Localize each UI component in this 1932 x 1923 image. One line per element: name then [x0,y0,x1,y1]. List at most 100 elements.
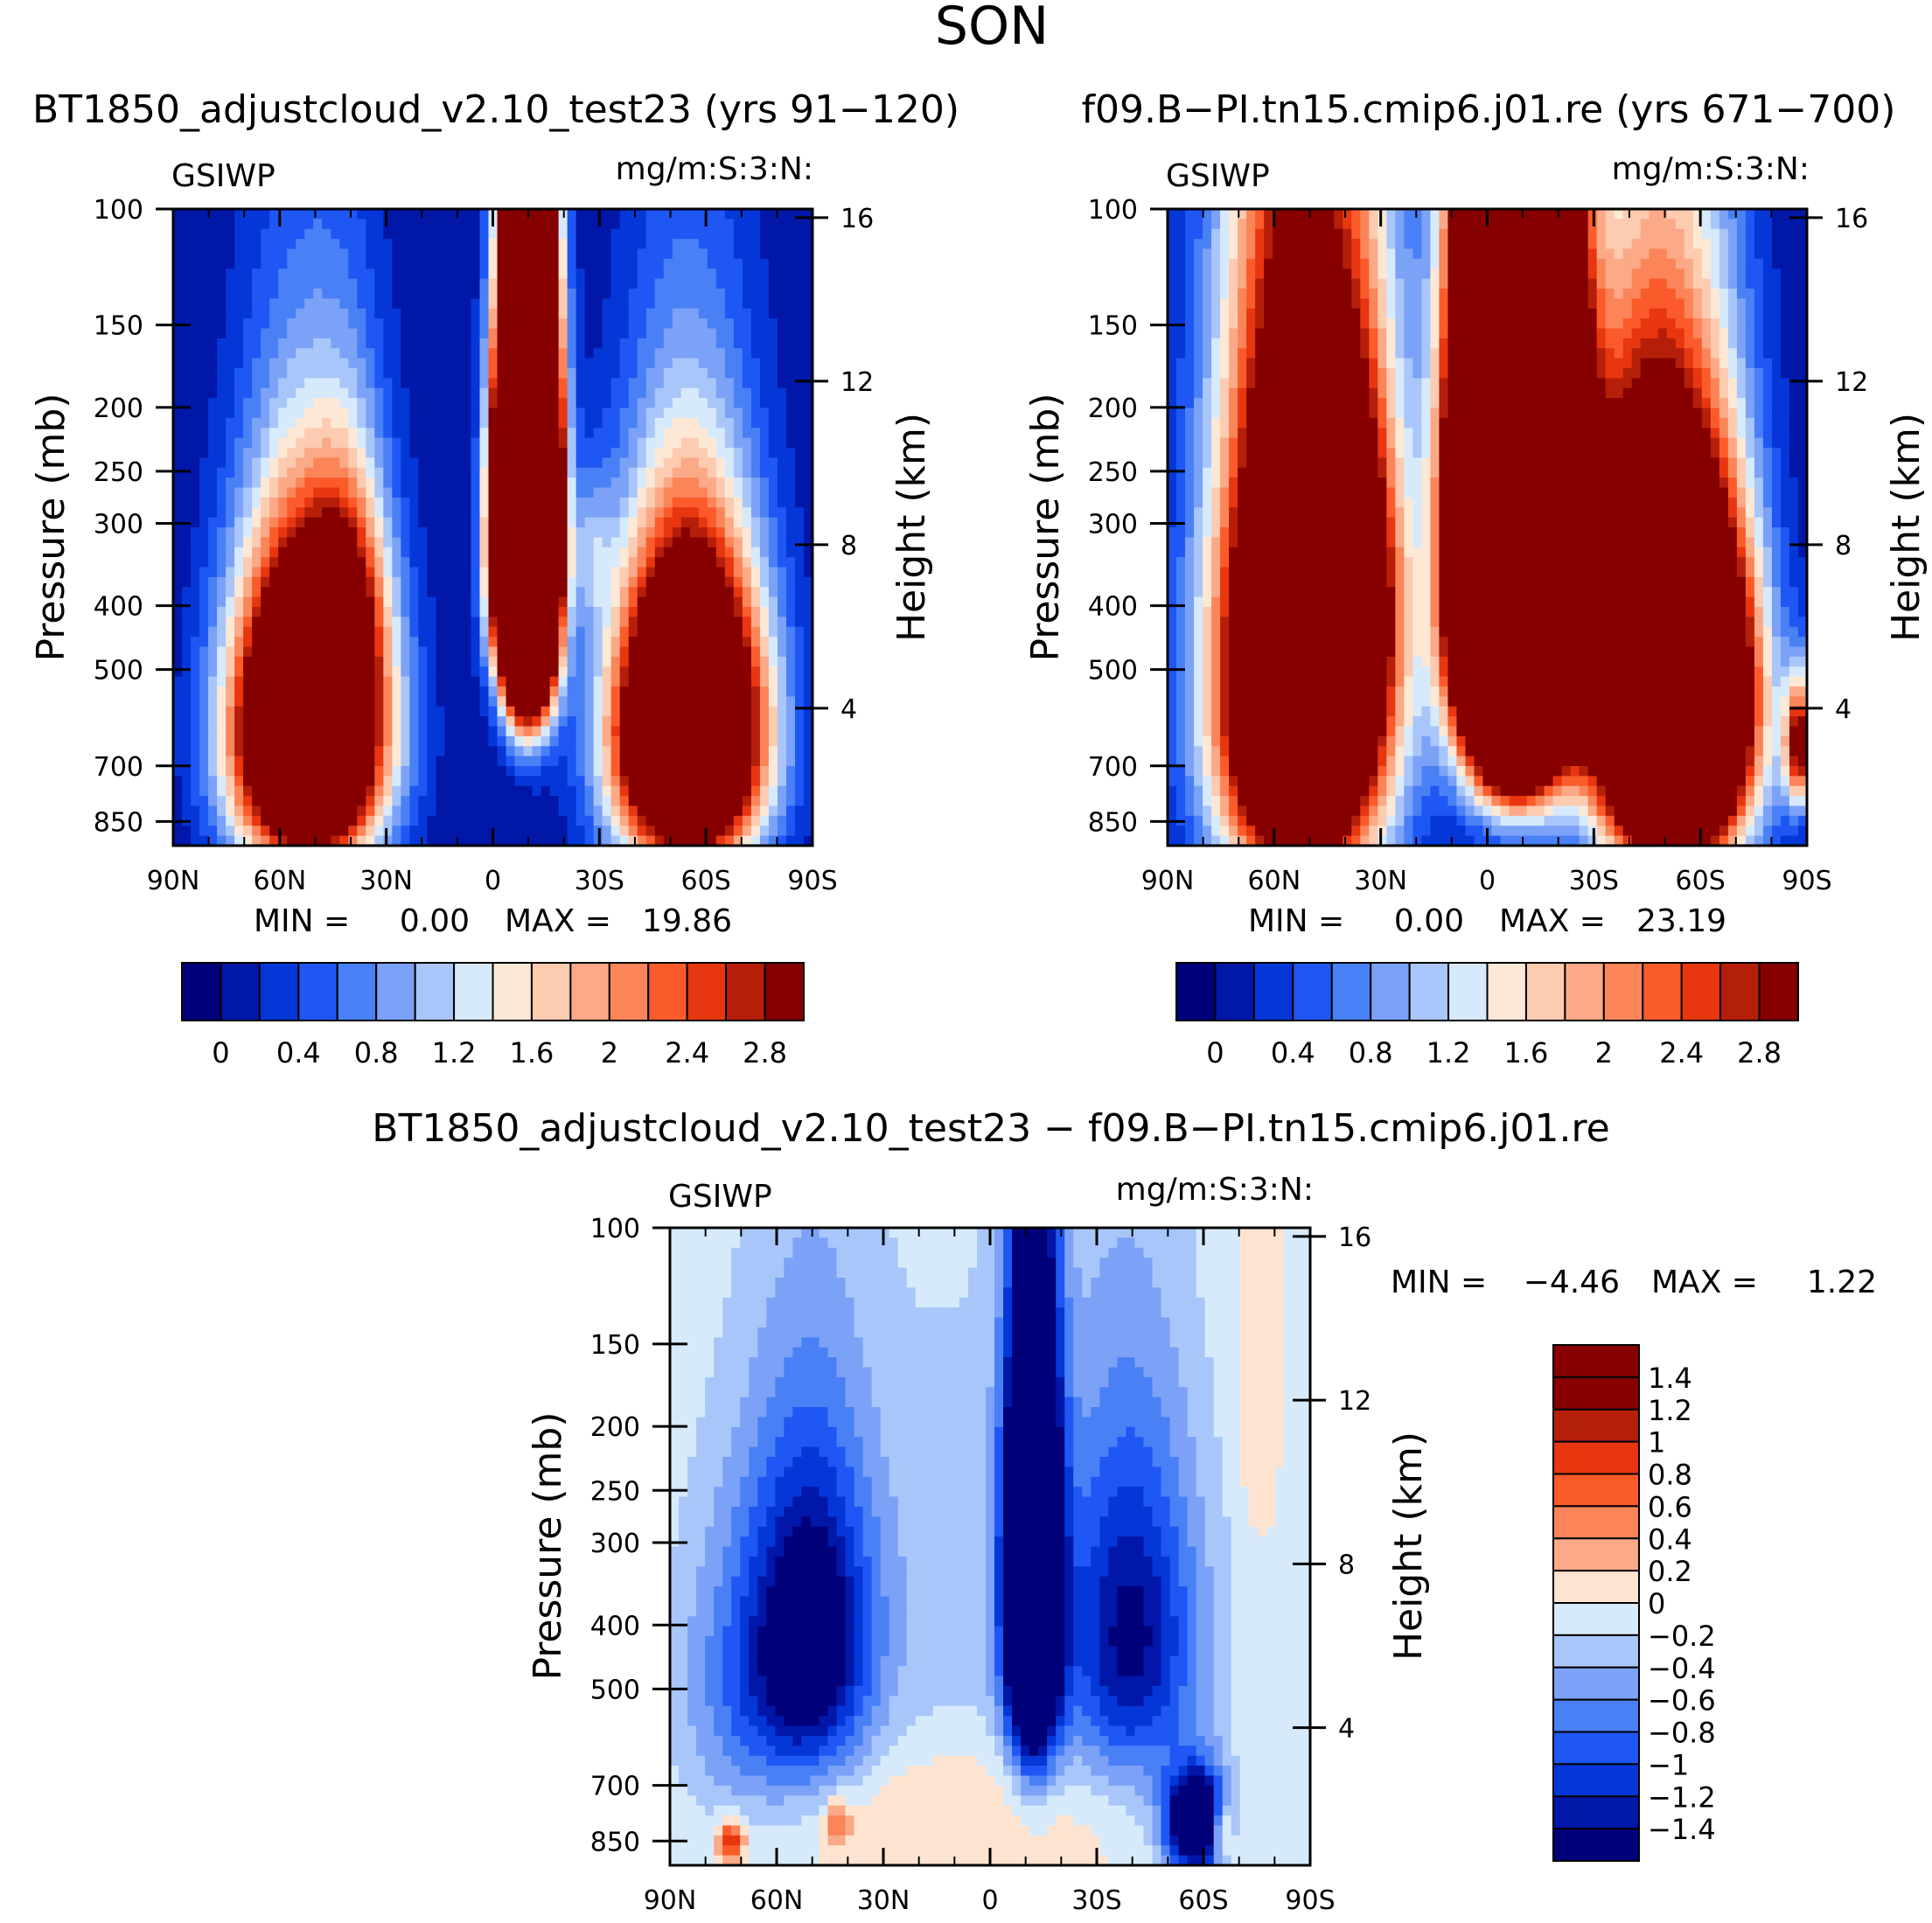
panel-test-max-value: 19.86 [642,903,732,939]
heatmap-cell [768,378,778,389]
heatmap-cell [208,637,218,648]
heatmap-cell [541,298,551,310]
heatmap-cell [453,348,464,359]
heatmap-cell [383,358,393,369]
heatmap-cell [777,706,787,717]
heatmap-cell [462,835,472,847]
heatmap-cell [663,497,673,508]
heatmap-cell [199,248,209,260]
heatmap-cell [742,408,752,419]
heatmap-cell [208,289,218,299]
heatmap-cell [453,637,464,648]
heatmap-cell [777,477,787,489]
heatmap-cell [759,567,770,578]
heatmap-cell [785,258,796,269]
heatmap-cell [794,408,805,419]
heatmap-cell [628,696,638,707]
heatmap-cell [785,318,796,330]
heatmap-cell [243,626,253,638]
heatmap-cell [287,567,296,578]
heatmap-cell [672,278,682,289]
heatmap-cell [637,537,647,548]
heatmap-cell [715,785,726,797]
heatmap-cell [199,408,209,419]
heatmap-cell [575,437,586,449]
heatmap-cell [558,607,568,617]
heatmap-cell [602,666,612,678]
heatmap-cell [383,576,393,588]
heatmap-cell [759,646,770,658]
heatmap-cell [654,507,665,519]
heatmap-cell [261,219,270,230]
heatmap-cell [733,417,743,428]
heatmap-cell [357,228,366,240]
heatmap-cell [436,358,446,369]
heatmap-cell [339,248,349,260]
heatmap-cell [715,726,726,737]
heatmap-cell [313,507,323,519]
heatmap-cell [191,417,200,428]
heatmap-cell [453,477,464,489]
heatmap-cell [610,776,621,787]
heatmap-cell [610,796,621,807]
heatmap-cell [777,328,787,339]
heatmap-cell [296,507,305,519]
heatmap-cell [444,437,455,449]
heatmap-cell [208,387,218,399]
heatmap-cell [234,248,244,260]
heatmap-cell [427,646,437,658]
heatmap-cell [628,776,638,787]
heatmap-cell [243,497,253,508]
heatmap-cell [750,726,761,737]
heatmap-cell [304,239,314,250]
heatmap-cell [724,826,735,837]
heatmap-cell [313,437,323,449]
heatmap-cell [234,467,244,478]
heatmap-cell [1176,557,1186,568]
heatmap-cell [401,398,410,409]
heatmap-cell [689,338,700,349]
heatmap-cell [409,278,419,289]
heatmap-cell [672,209,682,219]
heatmap-cell [549,278,560,289]
heatmap-cell [532,457,542,469]
heatmap-cell [785,676,796,687]
heatmap-cell [427,607,437,617]
heatmap-cell [628,219,638,230]
heatmap-cell [742,656,752,667]
heatmap-cell [191,228,200,240]
heatmap-cell [514,228,525,240]
heatmap-cell [1176,766,1186,777]
heatmap-cell [715,268,726,280]
heatmap-cell [304,487,314,498]
heatmap-cell [436,815,446,826]
heatmap-cell [724,258,735,269]
heatmap-cell [707,408,717,419]
heatmap-cell [226,826,235,837]
heatmap-cell [785,646,796,658]
heatmap-cell [514,796,525,807]
heatmap-cell [287,278,296,289]
heatmap-cell [584,557,595,568]
heatmap-cell [523,735,534,747]
heatmap-cell [654,835,665,847]
heatmap-cell [497,527,507,538]
heatmap-cell [331,289,340,299]
heatmap-cell [567,686,577,697]
heatmap-cell [803,289,813,299]
heatmap-cell [418,248,428,260]
heatmap-cell [252,387,262,399]
heatmap-cell [199,735,209,747]
heatmap-cell [401,228,410,240]
heatmap-cell [366,826,375,837]
heatmap-cell [269,448,279,458]
heatmap-cell [173,726,183,737]
heatmap-cell [610,398,621,409]
heatmap-cell [427,408,437,419]
heatmap-cell [689,387,700,399]
heatmap-cell [689,776,700,787]
heatmap-cell [191,696,200,707]
heatmap-cell [287,258,296,269]
heatmap-cell [785,637,796,648]
heatmap-cell [1185,278,1195,289]
